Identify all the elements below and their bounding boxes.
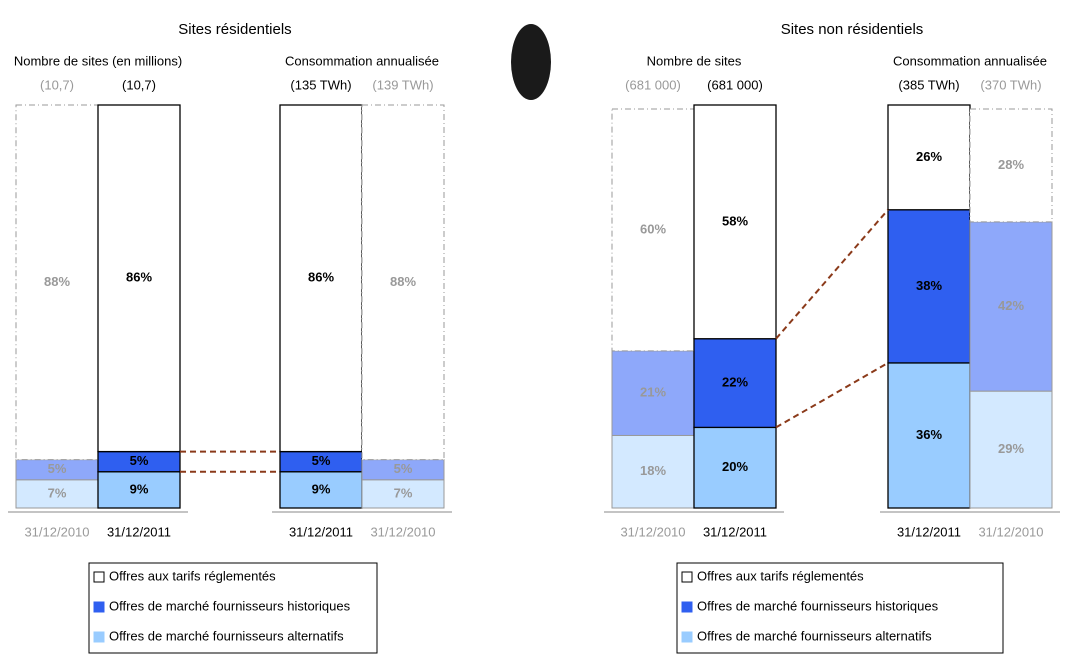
- total-label: (681 000): [625, 77, 681, 92]
- bar-segment: [279, 104, 363, 453]
- value-label: 5%: [312, 453, 331, 468]
- value-label: 5%: [394, 461, 413, 476]
- x-tick-label: 31/12/2010: [978, 524, 1043, 539]
- value-label: 22%: [722, 375, 748, 390]
- value-label: 7%: [48, 485, 67, 500]
- value-label: 5%: [130, 453, 149, 468]
- total-label: (10,7): [122, 77, 156, 92]
- total-label: (370 TWh): [980, 77, 1041, 92]
- value-label: 18%: [640, 463, 666, 478]
- bar-segment: [887, 209, 971, 364]
- value-label: 28%: [998, 157, 1024, 172]
- value-label: 9%: [130, 481, 149, 496]
- bar-segment: [611, 108, 695, 352]
- x-tick-label: 31/12/2010: [24, 524, 89, 539]
- total-label: (385 TWh): [898, 77, 959, 92]
- bar-segment: [693, 104, 777, 340]
- value-label: 42%: [998, 298, 1024, 313]
- value-label: 38%: [916, 278, 942, 293]
- legend-swatch: [93, 631, 105, 643]
- legend-label: Offres de marché fournisseurs historique…: [697, 598, 939, 613]
- legend-swatch: [681, 631, 693, 643]
- x-tick-label: 31/12/2011: [107, 524, 171, 539]
- legend-label: Offres aux tarifs réglementés: [109, 568, 276, 583]
- value-label: 88%: [390, 274, 416, 289]
- bar-segment: [15, 104, 99, 461]
- bar-segment: [887, 362, 971, 509]
- bar-segment: [969, 390, 1053, 509]
- value-label: 86%: [308, 270, 334, 285]
- total-label: (10,7): [40, 77, 74, 92]
- connector: [775, 362, 889, 429]
- x-tick-label: 31/12/2011: [289, 524, 353, 539]
- value-label: 88%: [44, 274, 70, 289]
- legend-label: Offres de marché fournisseurs historique…: [109, 598, 351, 613]
- value-label: 29%: [998, 441, 1024, 456]
- group-subtitle: Nombre de sites: [647, 53, 742, 68]
- legend-swatch: [93, 601, 105, 613]
- bar-segment: [279, 471, 363, 509]
- x-tick-label: 31/12/2011: [703, 524, 767, 539]
- group-subtitle: Consommation annualisée: [285, 53, 439, 68]
- decoration: [511, 24, 551, 100]
- value-label: 86%: [126, 270, 152, 285]
- panel-title: Sites résidentiels: [178, 21, 291, 38]
- panel-title: Sites non résidentiels: [781, 21, 924, 38]
- bar-segment: [969, 221, 1053, 392]
- group-subtitle: Consommation annualisée: [893, 53, 1047, 68]
- value-label: 20%: [722, 459, 748, 474]
- bar-segment: [361, 104, 445, 461]
- x-tick-label: 31/12/2010: [620, 524, 685, 539]
- legend-swatch: [93, 571, 105, 583]
- legend-label: Offres de marché fournisseurs alternatif…: [697, 628, 932, 643]
- total-label: (135 TWh): [290, 77, 351, 92]
- bar-segment: [969, 108, 1053, 223]
- value-label: 60%: [640, 221, 666, 236]
- x-tick-label: 31/12/2010: [370, 524, 435, 539]
- value-label: 36%: [916, 427, 942, 442]
- legend-box: [88, 562, 378, 654]
- legend-box: [676, 562, 1004, 654]
- bar-segment: [611, 434, 695, 509]
- bar-segment: [611, 350, 695, 436]
- legend-swatch: [681, 571, 693, 583]
- bar-segment: [887, 104, 971, 211]
- value-label: 7%: [394, 485, 413, 500]
- value-label: 26%: [916, 149, 942, 164]
- bar-segment: [97, 104, 181, 453]
- legend-swatch: [681, 601, 693, 613]
- x-tick-label: 31/12/2011: [897, 524, 961, 539]
- legend-label: Offres de marché fournisseurs alternatif…: [109, 628, 344, 643]
- group-subtitle: Nombre de sites (en millions): [14, 53, 182, 68]
- total-label: (139 TWh): [372, 77, 433, 92]
- bar-segment: [97, 471, 181, 509]
- legend-label: Offres aux tarifs réglementés: [697, 568, 864, 583]
- bar-segment: [361, 479, 445, 509]
- value-label: 21%: [640, 385, 666, 400]
- value-label: 58%: [722, 213, 748, 228]
- value-label: 5%: [48, 461, 67, 476]
- connector: [775, 209, 889, 340]
- total-label: (681 000): [707, 77, 763, 92]
- value-label: 9%: [312, 481, 331, 496]
